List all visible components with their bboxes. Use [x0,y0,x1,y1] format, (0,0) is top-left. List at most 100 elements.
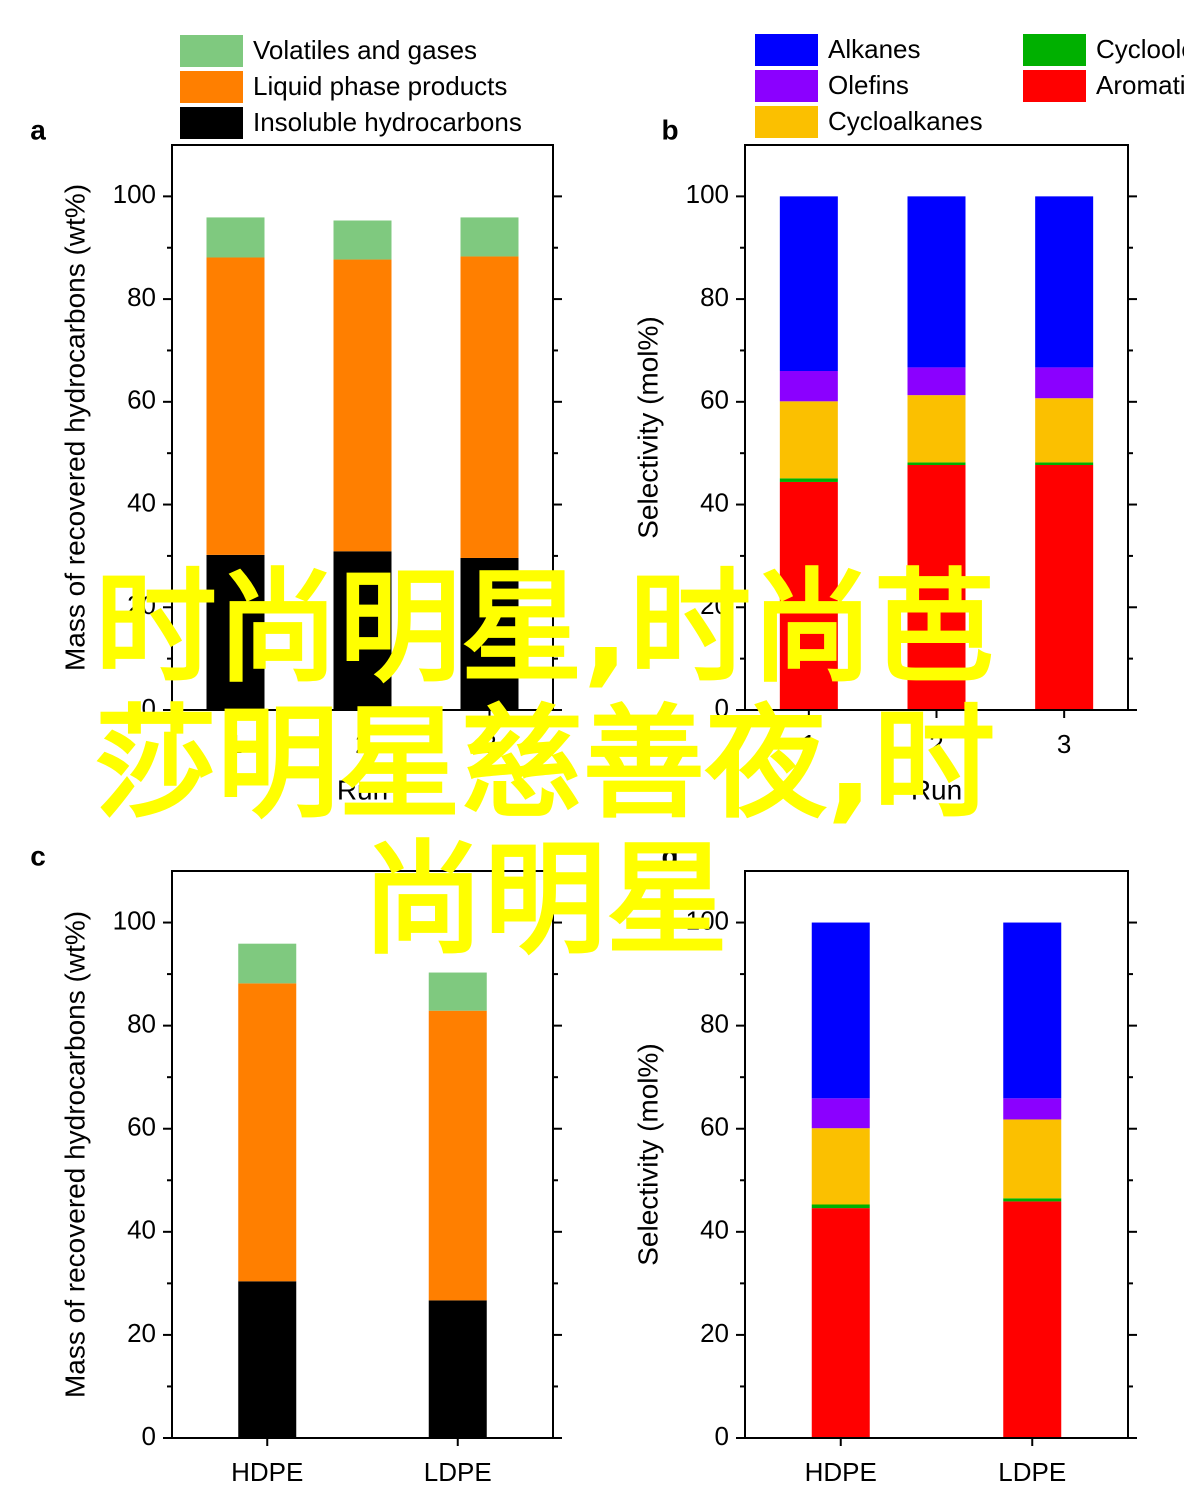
legend-label: Liquid phase products [253,71,507,101]
legend-label: Volatiles and gases [253,35,477,65]
bar-segment [238,1281,297,1438]
y-tick-label: 80 [700,282,729,312]
bar-segment [333,220,392,260]
x-axis-title: Run [337,774,388,805]
y-tick-label: 40 [127,487,156,517]
legend-swatch [755,34,818,66]
bar-segment [1035,464,1094,710]
bar-segment [460,557,519,710]
legend-swatch [1023,70,1086,102]
bar-segment [779,478,838,482]
bar-segment [460,256,519,558]
legend-label: Aromatics [1096,70,1184,100]
x-tick-label: LDPE [998,1457,1066,1487]
y-tick-label: 0 [142,1421,156,1451]
bar-segment [779,196,838,371]
bar-segment [779,371,838,402]
legend-swatch [755,106,818,138]
y-tick-label: 20 [127,1318,156,1348]
legend-swatch [180,107,243,139]
y-tick-label: 100 [686,905,729,935]
bar-segment [811,1204,870,1209]
bar-segment [333,259,392,552]
bar-segment [1003,1201,1062,1438]
bar-segment [907,464,966,710]
y-tick-label: 80 [700,1009,729,1039]
y-tick-label: 80 [127,1009,156,1039]
y-axis-title: Selectivity (mol%) [632,1043,663,1265]
x-axis-title: Run [911,774,962,805]
bar-segment [333,551,392,710]
legend-swatch [180,35,243,67]
y-tick-label: 20 [127,590,156,620]
bar-segment [907,395,966,463]
panel-label: d [661,840,678,871]
y-axis-title: Selectivity (mol%) [632,316,663,538]
bar-segment [206,554,265,710]
y-tick-label: 100 [686,179,729,209]
bar-segment [811,922,870,1099]
bar-segment [907,462,966,465]
x-tick-label: 3 [1057,729,1071,759]
x-tick-label: 1 [228,729,242,759]
bar-segment [779,481,838,710]
bar-segment [811,1098,870,1129]
bar-segment [811,1128,870,1205]
legend-swatch [755,70,818,102]
legend-label: Alkanes [828,34,921,64]
y-tick-label: 0 [715,693,729,723]
bar-segment [1003,1098,1062,1120]
bar-segment [1035,462,1094,465]
legend-label: Cycloolefins [1096,34,1184,64]
y-tick-label: 60 [127,385,156,415]
x-tick-label: 3 [482,729,496,759]
x-tick-label: 2 [929,729,943,759]
watermark-text: 时尚明星,时尚芭莎明星慈善夜,时尚明星 [94,557,996,971]
legend-swatch [180,71,243,103]
bar-segment [1003,922,1062,1099]
y-tick-label: 60 [700,385,729,415]
y-tick-label: 100 [113,905,156,935]
bar-segment [238,983,297,1282]
legend-label: Cycloalkanes [828,106,983,136]
y-tick-label: 0 [142,693,156,723]
x-tick-label: HDPE [231,1457,303,1487]
bar-segment [779,401,838,479]
y-tick-label: 40 [700,1215,729,1245]
x-tick-label: 2 [355,729,369,759]
panel-label: a [30,114,46,145]
y-tick-label: 40 [127,1215,156,1245]
bar-segment [1035,398,1094,463]
y-tick-label: 80 [127,282,156,312]
bar-segment [1003,1198,1062,1202]
bar-segment [460,217,519,257]
x-tick-label: 1 [802,729,816,759]
bar-segment [428,972,487,1011]
y-tick-label: 20 [700,1318,729,1348]
bar-segment [1035,367,1094,399]
y-tick-label: 60 [127,1112,156,1142]
bar-segment [206,257,265,555]
plot-frame [171,144,554,711]
x-tick-label: HDPE [805,1457,877,1487]
bar-segment [1035,196,1094,368]
panel-label: c [30,840,46,871]
legend-swatch [1023,34,1086,66]
panel-label: b [661,114,678,145]
bar-segment [907,196,966,368]
legend-label: Insoluble hydrocarbons [253,107,522,137]
y-tick-label: 20 [700,590,729,620]
bar-segment [1003,1119,1062,1199]
y-axis-title: Mass of recovered hydrocarbons (wt%) [59,184,90,671]
bar-segment [428,1300,487,1438]
bar-segment [428,1010,487,1301]
y-tick-label: 60 [700,1112,729,1142]
legend-label: Olefins [828,70,909,100]
y-tick-label: 40 [700,487,729,517]
bar-segment [907,367,966,396]
plot-frame [744,870,1129,1439]
x-tick-label: LDPE [424,1457,492,1487]
y-tick-label: 0 [715,1421,729,1451]
